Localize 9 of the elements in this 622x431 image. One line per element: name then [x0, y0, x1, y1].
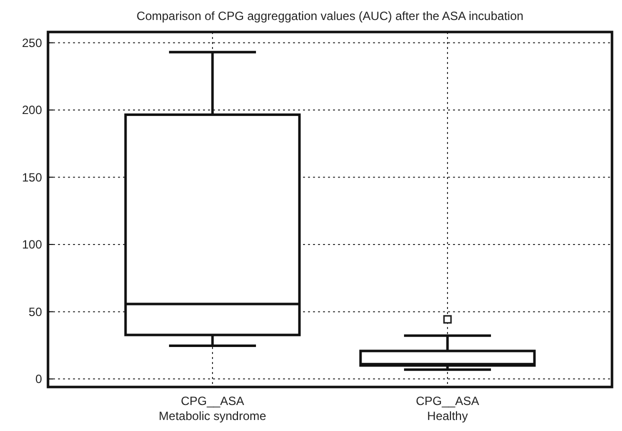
- y-tick-label: 150: [22, 170, 42, 184]
- y-tick-label: 200: [22, 103, 42, 118]
- x-tick-label: CPG__ASA Healthy: [416, 394, 480, 423]
- y-tick-label: 100: [22, 238, 42, 252]
- x-tick-label: CPG__ASA Metabolic syndrome: [158, 394, 267, 423]
- y-tick-label: 0: [35, 372, 42, 386]
- chart-title: Comparison of CPG aggreggation values (AUC) after the ASA incubation: [136, 9, 524, 23]
- y-tick-label: 50: [28, 304, 42, 319]
- y-tick-label: 250: [22, 36, 42, 50]
